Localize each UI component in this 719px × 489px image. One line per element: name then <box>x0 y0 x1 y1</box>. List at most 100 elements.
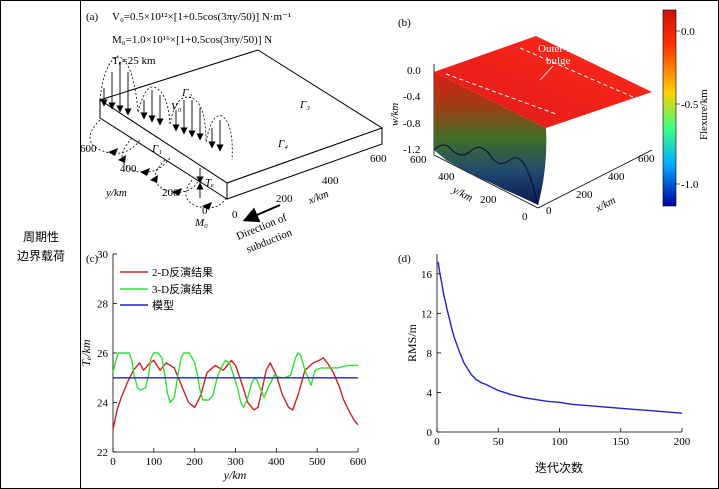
a-x-tick-0: 0 <box>232 209 238 221</box>
b-y-tick-0: 0 <box>522 211 528 223</box>
b-surface-slope <box>434 72 547 205</box>
m0-arrow-heads <box>108 148 212 210</box>
column-divider <box>80 0 81 489</box>
c-y-tick-label: 22 <box>97 447 108 459</box>
panel-d-label: (d) <box>398 253 411 265</box>
a-x-tick-600: 600 <box>370 153 387 165</box>
b-x-axis-label: x/km <box>593 194 618 215</box>
b-colorbar-tick-2: -1.0 <box>681 179 699 191</box>
c-x-tick-label: 100 <box>146 456 163 468</box>
b-y-tick-200: 200 <box>480 194 497 206</box>
a-y-tick-400: 400 <box>120 163 137 175</box>
d-x-tick-label: 100 <box>551 436 568 448</box>
c-y-tick-label: 28 <box>97 299 109 311</box>
c-y-tick-label: 24 <box>97 398 109 410</box>
panel-c-label: (c) <box>86 253 99 265</box>
c-x-axis-label: y/km <box>223 468 247 482</box>
c-series-line-1 <box>112 352 358 409</box>
b-z-tick-1: -0.4 <box>403 91 421 103</box>
d-y-tick-label: 4 <box>427 387 433 399</box>
gamma-4-label: Γ₄ <box>277 138 288 150</box>
b-annotation-line-2: bulge <box>546 55 571 67</box>
te-value: Tₑ=25 km <box>112 55 156 67</box>
d-y-tick-label: 8 <box>427 348 433 360</box>
c-legend-label-3d: 3-D反演结果 <box>152 282 213 296</box>
gamma-3-label: Γ₃ <box>299 99 310 111</box>
c-x-tick-label: 600 <box>350 456 367 468</box>
m0-equation: M₀=1.0×10¹⁶×[1+0.5cos(3πy/50)] N <box>112 34 272 46</box>
c-x-tick-label: 0 <box>110 456 116 468</box>
c-legend: 2-D反演结果 3-D反演结果 模型 <box>120 265 213 312</box>
slab-front-face <box>99 99 228 200</box>
a-x-tick-400: 400 <box>322 175 339 187</box>
a-x-axis-label: x/km <box>306 188 331 207</box>
d-x-tick-label: 0 <box>434 436 440 448</box>
b-x-axis-line <box>537 149 653 209</box>
d-x-tick-label: 50 <box>493 436 505 448</box>
row-label: 周期性 边界载荷 <box>10 228 72 266</box>
panel-b-label: (b) <box>398 17 411 29</box>
d-x-axis-label: 迭代次数 <box>535 460 583 475</box>
b-annotation-line-1: Outer-rise <box>538 43 582 55</box>
b-x-tick-200: 200 <box>576 189 593 201</box>
b-colorbar-tick-0: 0.0 <box>681 26 695 38</box>
c-y-tick-label: 26 <box>97 348 109 360</box>
d-y-tick-label: 0 <box>427 427 433 439</box>
slab-top-face <box>98 49 384 184</box>
b-z-tick-2: -0.8 <box>403 118 421 130</box>
b-y-axis-line <box>433 154 539 209</box>
b-surface-bottom-edge <box>433 144 539 206</box>
c-legend-label-2d: 2-D反演结果 <box>152 265 213 279</box>
d-x-tick-label: 150 <box>613 436 630 448</box>
a-y-tick-0: 0 <box>202 205 208 217</box>
v0-label: V₀ <box>171 101 182 113</box>
b-bulge-line-2 <box>519 47 641 101</box>
panel-b: (b) Outer-rise bulge 0.0 -0.4 -0.8 -1.2 … <box>389 9 710 223</box>
b-x-tick-600: 600 <box>638 153 655 165</box>
b-y-tick-600: 600 <box>410 154 427 166</box>
b-x-tick-0: 0 <box>546 205 552 217</box>
b-colorbar <box>662 9 677 207</box>
d-series-line-0 <box>437 261 683 414</box>
b-z-tick-3: -1.2 <box>403 144 420 156</box>
m0-moment-loops <box>89 119 227 209</box>
subduction-arrow <box>242 204 281 223</box>
panel-a: (a) V₀=0.5×10¹²×[1+0.5cos(3πy/50)] N·m⁻¹… <box>80 11 387 256</box>
c-legend-label-model: 模型 <box>152 298 174 312</box>
row-label-line-2: 边界载荷 <box>16 249 65 263</box>
row-label-line-1: 周期性 <box>22 230 59 244</box>
a-y-tick-600: 600 <box>80 143 97 155</box>
b-bulge-line-1 <box>445 73 557 115</box>
panel-c: (c) 0 100 200 300 400 500 600 22 24 26 28 30 y/km T… <box>79 249 367 482</box>
c-x-tick-label: 400 <box>268 456 285 468</box>
c-series-group <box>112 352 359 430</box>
b-z-tick-0: 0.0 <box>407 65 421 77</box>
gamma-1-label: Γ₁ <box>151 143 162 155</box>
d-y-tick-label: 12 <box>421 308 432 320</box>
b-colorbar-ticks <box>676 30 680 185</box>
b-annotation-pointer <box>539 65 554 81</box>
c-y-axis-label: Tₑ/km <box>79 339 93 366</box>
v0-equation: V₀=0.5×10¹²×[1+0.5cos(3πy/50)] N·m⁻¹ <box>112 11 291 23</box>
te-label: Tₑ <box>205 177 214 189</box>
v0-load-arrows <box>100 62 224 152</box>
gamma-2-label: Γ₂ <box>181 87 192 99</box>
a-y-axis-label: y/km <box>105 187 127 199</box>
c-tick-marks: 0 100 200 300 400 500 600 22 24 26 28 30 <box>97 249 367 468</box>
a-x-tick-200: 200 <box>276 193 293 205</box>
d-tick-marks: 0 50 100 150 200 0 4 8 12 16 <box>421 269 691 448</box>
c-y-tick-label: 30 <box>97 249 109 261</box>
d-x-tick-label: 200 <box>674 436 691 448</box>
c-x-tick-label: 500 <box>309 456 326 468</box>
b-y-axis-label: y/km <box>450 184 475 205</box>
b-y-tick-400: 400 <box>438 171 455 183</box>
b-colorbar-label: Flexure/km <box>698 89 710 140</box>
m0-label: M₀ <box>194 217 208 229</box>
d-y-tick-label: 16 <box>421 269 433 281</box>
v0-load-lobes <box>99 55 233 161</box>
panel-d: (d) 0 50 100 150 200 0 4 8 12 16 迭代次数 RMS/m <box>398 253 691 475</box>
d-y-axis-label: RMS/m <box>405 323 419 362</box>
b-surface-plateau <box>434 36 652 128</box>
b-x-tick-400: 400 <box>608 171 625 183</box>
b-z-axis-label: w/km <box>389 103 401 126</box>
